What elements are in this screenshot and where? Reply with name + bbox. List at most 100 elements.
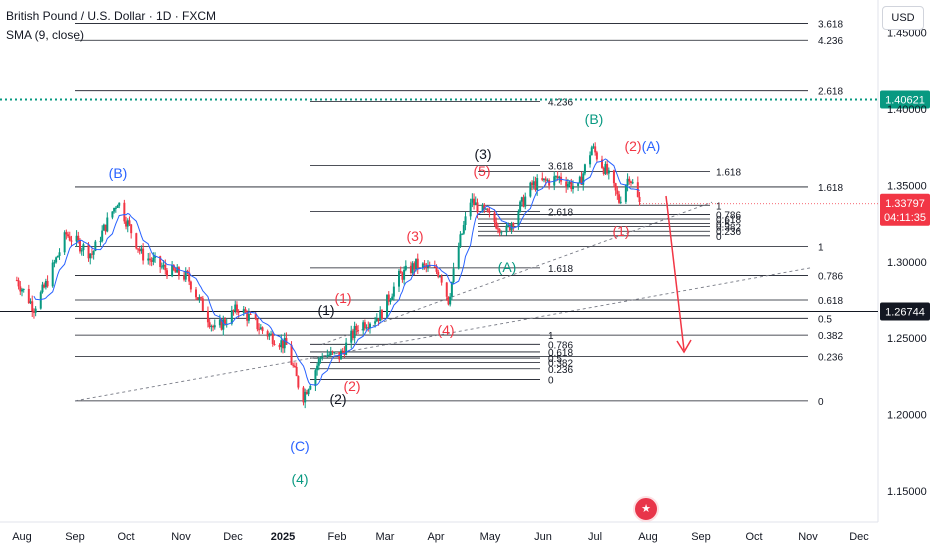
candle-body <box>102 224 105 231</box>
fib-set-top-label: 1 <box>716 201 722 212</box>
candle-body <box>126 220 129 227</box>
candle-body <box>471 198 474 203</box>
candle-body <box>247 313 250 321</box>
candle-body <box>536 178 539 190</box>
candle-body <box>380 310 383 319</box>
candle-body <box>220 319 223 330</box>
candle-body <box>520 197 523 202</box>
time-tick-label: Oct <box>745 531 762 543</box>
candle-body <box>464 216 467 225</box>
candle-body <box>519 201 522 212</box>
candle-body <box>578 176 581 183</box>
time-tick-label: Nov <box>171 531 191 543</box>
time-tick-label: Jul <box>588 531 602 543</box>
candle-body <box>614 183 617 191</box>
candle-body <box>331 351 334 353</box>
candle-body <box>22 288 25 290</box>
candle-body <box>628 178 631 182</box>
candle-body <box>232 310 235 312</box>
candle-body <box>449 296 452 305</box>
candle-body <box>123 202 126 222</box>
candle-body <box>413 263 416 270</box>
candle-body <box>391 296 394 300</box>
candle-body <box>375 318 378 322</box>
candle-body <box>570 181 573 190</box>
candle-body <box>259 327 262 330</box>
sma-indicator-legend[interactable]: SMA (9, close) <box>6 28 85 42</box>
wave-label: (A) <box>498 259 517 275</box>
candle-body <box>392 286 395 297</box>
candle-body <box>433 266 436 268</box>
candle-body <box>416 258 419 268</box>
candle-body <box>162 264 165 267</box>
candle-body <box>403 269 406 280</box>
candle-body <box>461 233 464 235</box>
candle-body <box>316 365 319 371</box>
candle-body <box>44 280 47 288</box>
candle-body <box>160 266 163 268</box>
candle-body <box>365 327 368 329</box>
candle-body <box>496 228 499 230</box>
us-flag-icon[interactable]: ★ <box>633 496 659 522</box>
fib-set-major-label: 1.618 <box>818 183 843 194</box>
candle-body <box>58 252 61 256</box>
fib-set-major-label: 3.618 <box>818 19 843 30</box>
wave-label: (2) <box>329 391 346 407</box>
candle-body <box>377 318 380 322</box>
candle-body <box>415 258 418 270</box>
candle-body <box>53 262 56 264</box>
candle-body <box>508 224 511 231</box>
candle-body <box>572 185 574 190</box>
candle-body <box>116 205 119 208</box>
wave-label: (1) <box>317 302 334 318</box>
wave-label: (1) <box>612 223 629 239</box>
time-tick-label: Apr <box>427 531 444 543</box>
fib-set-top-label: 0.236 <box>716 227 741 238</box>
candle-body <box>486 208 489 212</box>
candle-body <box>218 319 221 326</box>
candle-body <box>357 329 360 331</box>
candle-body <box>556 176 559 179</box>
time-tick-label: Dec <box>223 531 243 543</box>
candle-body <box>79 240 81 252</box>
candle-body <box>595 152 598 160</box>
candle-body <box>638 196 641 202</box>
forecast-arrow-head <box>676 339 692 354</box>
candle-body <box>580 176 583 185</box>
candle-body <box>473 198 476 206</box>
candle-body <box>125 221 128 227</box>
candle-body <box>341 350 344 352</box>
candle-body <box>106 217 109 232</box>
candle-body <box>340 350 342 360</box>
candle-body <box>500 232 503 234</box>
currency-button[interactable]: USD <box>882 6 924 30</box>
fib-set-major-label: 0.786 <box>818 272 843 283</box>
candle-body <box>302 387 305 403</box>
candle-body <box>208 322 211 328</box>
candle-body <box>184 270 187 280</box>
fib-set-major-label: 0 <box>818 397 824 408</box>
candle-body <box>369 323 371 328</box>
candle-body <box>118 202 121 206</box>
candle-body <box>99 241 102 243</box>
candle-body <box>445 282 448 297</box>
candle-body <box>92 251 95 255</box>
candle-body <box>273 343 276 346</box>
fib-set-middle-label: 2.618 <box>548 207 573 218</box>
candle-body <box>612 170 615 184</box>
fib-set-top-label: 0.382 <box>716 223 741 234</box>
price-tick-label: 1.15000 <box>887 486 927 498</box>
candle-body <box>529 182 532 197</box>
candle-body <box>171 265 174 277</box>
candle-body <box>266 331 269 337</box>
candle-body <box>582 173 585 185</box>
candle-body <box>524 196 527 207</box>
wave-label: (3) <box>406 228 423 244</box>
candle-body <box>379 310 382 322</box>
candle-body <box>290 344 293 365</box>
fib-set-middle-label: 3.618 <box>548 162 573 173</box>
candle-body <box>189 281 192 290</box>
candle-body <box>583 164 586 174</box>
wave-label: (1) <box>334 290 351 306</box>
